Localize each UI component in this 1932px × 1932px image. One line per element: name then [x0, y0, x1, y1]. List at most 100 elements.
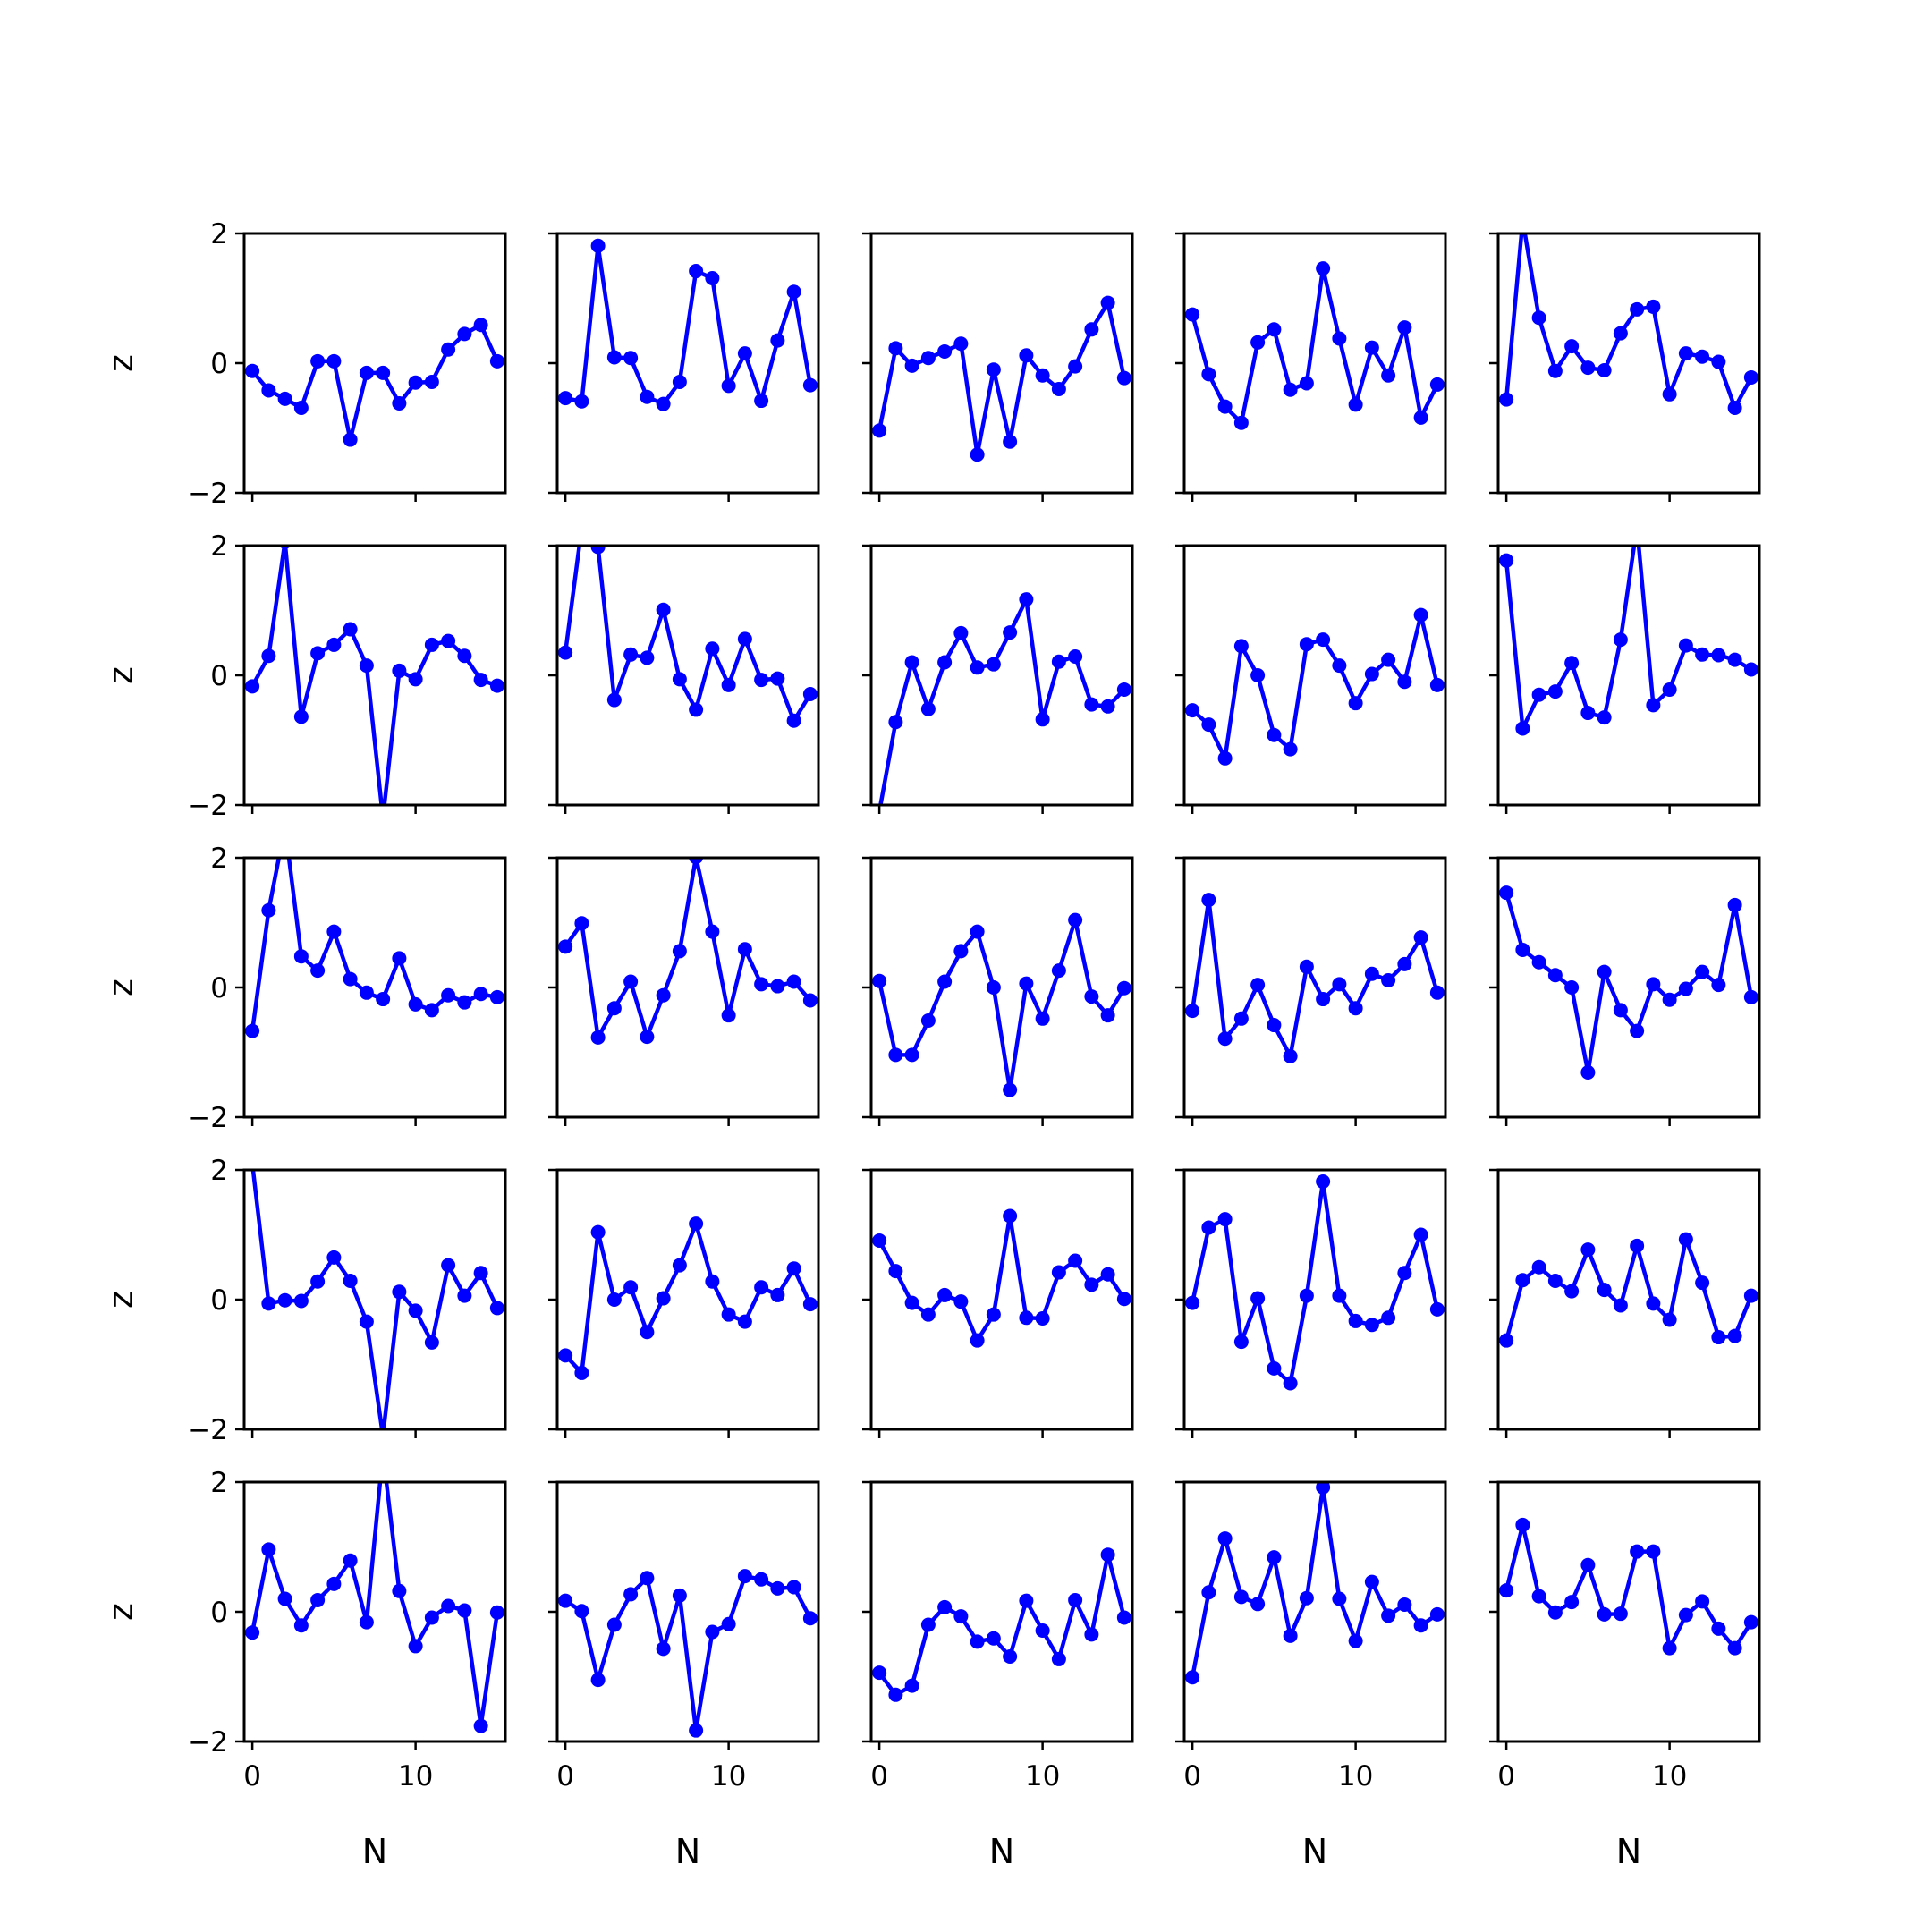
- data-point: [1185, 1670, 1200, 1685]
- data-point: [1332, 331, 1347, 346]
- data-point: [441, 1598, 456, 1614]
- data-point: [1299, 1590, 1314, 1606]
- data-point: [770, 1287, 785, 1302]
- data-point: [359, 365, 374, 380]
- panel-r3-c2: [548, 856, 820, 1126]
- x-tick-label: 10: [711, 1760, 746, 1792]
- data-point: [721, 378, 736, 394]
- axes-frame: [1182, 232, 1447, 495]
- x-tick-label: 10: [398, 1760, 433, 1792]
- data-point: [574, 916, 589, 931]
- data-point: [1743, 989, 1758, 1004]
- series-line: [878, 597, 1126, 805]
- panel-r3-c4: [1175, 856, 1447, 1126]
- data-point: [737, 942, 752, 957]
- panel-r5-c2: 0 10 N: [548, 1480, 820, 1871]
- axes-frame: [869, 1480, 1134, 1743]
- series-line: [250, 546, 498, 805]
- y-tick-label: −2: [187, 790, 228, 822]
- data-point: [1727, 1328, 1742, 1343]
- data-point: [904, 358, 919, 373]
- y-tick-label: 0: [210, 972, 228, 1004]
- data-point: [802, 1297, 818, 1312]
- series-group: [872, 295, 1131, 462]
- data-point: [1413, 1618, 1428, 1633]
- data-point: [574, 394, 589, 409]
- y-tick-label: 0: [210, 660, 228, 692]
- data-point: [1068, 648, 1083, 664]
- data-point: [1019, 1593, 1034, 1608]
- data-point: [1316, 1482, 1331, 1495]
- data-point: [1397, 674, 1412, 690]
- y-tick-label: −2: [187, 478, 228, 510]
- data-point: [1743, 662, 1758, 677]
- data-point: [888, 1687, 903, 1702]
- data-point: [754, 394, 769, 409]
- data-point: [1348, 397, 1363, 412]
- data-point: [1068, 359, 1083, 374]
- data-point: [672, 1258, 687, 1273]
- data-point: [1613, 1003, 1628, 1018]
- data-point: [1267, 727, 1282, 742]
- data-point: [606, 1292, 622, 1307]
- series-line: [1190, 1179, 1440, 1385]
- data-point: [1499, 1583, 1514, 1598]
- data-point: [310, 1274, 326, 1289]
- data-point: [1217, 1531, 1233, 1546]
- data-point: [1299, 376, 1314, 391]
- data-point: [392, 951, 407, 966]
- data-point: [1003, 1082, 1018, 1097]
- data-point: [1397, 320, 1412, 335]
- data-point: [457, 995, 472, 1010]
- data-point: [1662, 1640, 1677, 1656]
- data-point: [1429, 677, 1445, 692]
- data-point: [1662, 682, 1677, 697]
- data-point: [737, 1569, 752, 1584]
- data-point: [920, 1013, 936, 1028]
- data-point: [705, 924, 720, 939]
- data-point: [1201, 893, 1216, 908]
- data-point: [1499, 1333, 1514, 1348]
- series-line: [564, 858, 812, 1040]
- data-point: [754, 1280, 769, 1295]
- data-point: [623, 1280, 639, 1295]
- data-point: [1547, 363, 1563, 378]
- data-point: [326, 924, 342, 939]
- x-tick-label: 0: [1183, 1760, 1201, 1792]
- data-point: [1429, 1301, 1445, 1317]
- data-point: [293, 401, 309, 416]
- axes-frame: [1496, 1480, 1761, 1743]
- data-point: [473, 1266, 488, 1281]
- series-group: [245, 1482, 504, 1733]
- data-point: [293, 1618, 309, 1633]
- data-point: [1051, 654, 1066, 669]
- data-point: [392, 1284, 407, 1300]
- data-point: [1499, 553, 1514, 568]
- data-point: [1035, 1011, 1050, 1026]
- data-point: [937, 1599, 953, 1614]
- data-point: [656, 602, 671, 617]
- data-point: [705, 1624, 720, 1640]
- data-point: [278, 819, 292, 834]
- data-point: [489, 1605, 504, 1620]
- data-point: [770, 979, 785, 994]
- data-point: [802, 993, 818, 1008]
- series-line: [564, 243, 813, 406]
- data-point: [424, 1610, 439, 1625]
- data-point: [574, 1365, 589, 1380]
- data-point: [1613, 326, 1628, 341]
- data-point: [754, 673, 769, 688]
- data-point: [1201, 367, 1216, 382]
- data-point: [408, 672, 423, 687]
- data-point: [1413, 930, 1428, 945]
- y-tick-label: 2: [210, 843, 228, 875]
- series-line: [250, 1170, 499, 1429]
- data-point: [1515, 721, 1530, 736]
- data-point: [590, 1030, 606, 1045]
- series-line: [1504, 1522, 1753, 1650]
- data-point: [1429, 985, 1445, 1000]
- data-point: [1711, 648, 1726, 663]
- data-point: [1051, 1265, 1066, 1280]
- data-point: [359, 985, 374, 1000]
- data-point: [558, 645, 573, 660]
